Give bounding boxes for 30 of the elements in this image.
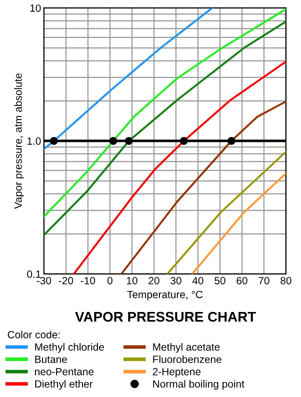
legend-label: neo-Pentane bbox=[35, 368, 94, 376]
x-tick-label: 50 bbox=[214, 276, 226, 284]
y-tick-label: 10 bbox=[30, 4, 41, 12]
x-tick-label: 40 bbox=[192, 276, 204, 284]
x-tick-label: 10 bbox=[126, 276, 138, 284]
x-tick-label: 20 bbox=[148, 276, 160, 284]
legend-label: Diethyl ether bbox=[35, 380, 93, 390]
x-tick-label: -10 bbox=[80, 276, 96, 284]
legend-label: Methyl chloride bbox=[35, 343, 104, 353]
legend-title: Color code: bbox=[8, 330, 60, 338]
legend-label: 2-Heptene bbox=[152, 368, 201, 378]
y-tick-label: 1.0 bbox=[27, 137, 41, 145]
legend-label: Normal boiling point bbox=[153, 380, 244, 390]
x-tick-label: 70 bbox=[258, 276, 270, 284]
legend-label: Fluorobenzene bbox=[153, 355, 222, 364]
x-tick-label: 80 bbox=[280, 276, 292, 284]
x-tick-label: -30 bbox=[36, 276, 52, 284]
x-tick-label: 0 bbox=[107, 276, 112, 284]
text: VAPOR PRESSURE CHART bbox=[75, 312, 256, 322]
line-series bbox=[44, 8, 214, 150]
line-series bbox=[72, 60, 286, 274]
legend-label: Methyl acetate bbox=[153, 343, 220, 353]
x-tick-label: 30 bbox=[170, 276, 182, 284]
y-tick-label: 0.1 bbox=[27, 270, 41, 278]
legend-label: Butane bbox=[35, 356, 67, 364]
x-axis-title: Temperature, °C bbox=[127, 290, 203, 300]
line-series bbox=[120, 100, 286, 274]
x-tick-label: 60 bbox=[236, 276, 248, 284]
y-axis-title: Vapor pressure, atm absolute bbox=[14, 73, 24, 209]
x-tick-label: -20 bbox=[58, 276, 74, 284]
